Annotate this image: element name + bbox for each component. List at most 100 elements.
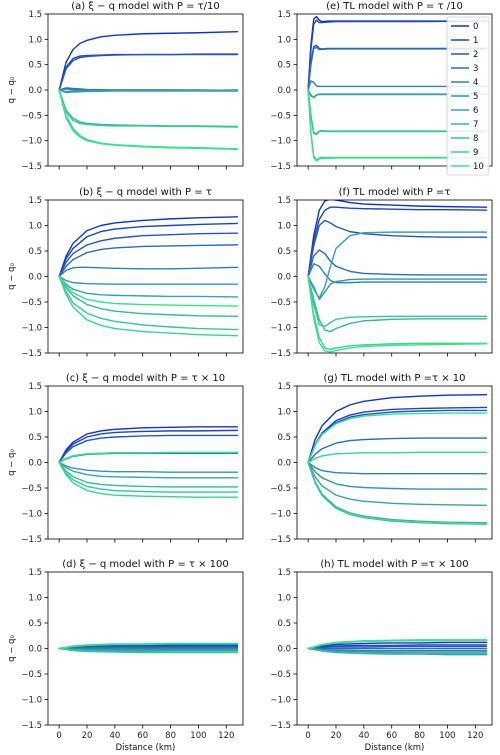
y-tick-label: 1.0 [28, 35, 42, 45]
legend-label-8: 8 [473, 134, 478, 144]
legend-label-6: 6 [473, 106, 478, 116]
series-line-9 [58, 275, 239, 337]
series-line-6 [307, 231, 488, 299]
x-tick-label: 120 [467, 731, 483, 741]
plot-frame [47, 385, 244, 540]
series-line-8 [307, 275, 488, 328]
series-line-4 [307, 461, 488, 475]
series-group [307, 15, 488, 162]
y-tick-label: 0.5 [28, 247, 42, 257]
series-line-6 [307, 461, 488, 507]
series-line-0 [307, 641, 488, 650]
x-tick-label: 0 [56, 731, 61, 741]
panel-f: (f) TL model with P =τ −1.5 −1.0 −0.5 0.0 0.5… [270, 187, 493, 359]
y-tick-label: 1.5 [277, 196, 291, 206]
series-line-3 [58, 244, 239, 278]
series-line-3 [307, 437, 488, 464]
y-tick-label: −1.5 [270, 721, 291, 731]
series-group [307, 393, 488, 525]
y-tick-label: 0.5 [28, 619, 42, 629]
legend-label-9: 9 [473, 148, 478, 158]
y-tick-label: 0.0 [28, 459, 42, 469]
legend: 0 1 2 3 4 5 6 7 8 9 10 [446, 16, 490, 176]
panel-c: (c) ξ − q model with P = τ × 10 −1.5 −1.0 −… [7, 373, 244, 545]
y-tick-label: 0.0 [277, 86, 291, 96]
y-tick-label: −1.5 [270, 349, 291, 359]
series-line-1 [58, 222, 239, 278]
legend-label-10: 10 [473, 162, 484, 172]
y-tick-label: 1.5 [28, 10, 42, 20]
y-tick-label: −1.0 [21, 510, 42, 520]
x-tick-label: 100 [190, 731, 206, 741]
x-tick-label: 40 [109, 731, 120, 741]
series-group [58, 216, 239, 337]
series-line-7 [307, 461, 488, 524]
series-line-9 [307, 275, 488, 351]
y-tick-label: −0.5 [270, 298, 291, 308]
x-tick-label: 0 [305, 731, 310, 741]
series-line-7 [58, 275, 239, 317]
series-line-1 [307, 206, 488, 278]
panel-g: (g) TL model with P =τ × 10 −1.5 −1.0 −0.5 0… [270, 373, 493, 545]
y-tick-label: −1.5 [21, 721, 42, 731]
legend-label-4: 4 [473, 78, 478, 88]
y-tick-label: 1.0 [277, 35, 291, 45]
y-tick-label: −1.0 [270, 510, 291, 520]
series-line-5 [307, 461, 488, 490]
series-group [307, 639, 488, 656]
y-tick-label: 1.0 [28, 408, 42, 418]
series-line-9 [307, 451, 488, 464]
y-tick-label: 1.5 [277, 568, 291, 578]
y-tick-label: 0.0 [277, 645, 291, 655]
y-tick-label: 0.5 [277, 247, 291, 257]
series-line-9 [58, 89, 239, 150]
series-group [307, 200, 488, 353]
series-line-8 [307, 89, 488, 136]
series-line-8 [58, 275, 239, 331]
y-tick-label: 1.5 [277, 382, 291, 392]
series-line-10 [307, 412, 488, 464]
y-tick-label: 1.0 [28, 222, 42, 232]
legend-label-0: 0 [473, 22, 478, 32]
y-tick-label: −0.5 [21, 111, 42, 121]
panel-h: (h) TL model with P =τ × 100 −1.5 −1.0 −0.5… [270, 559, 493, 753]
legend-label-2: 2 [473, 50, 478, 60]
series-line-10 [58, 89, 239, 150]
x-axis-label: Distance (km) [116, 743, 176, 753]
panel-e: (e) TL model with P = τ /10 −1.5 −1.0 −0.5 0… [270, 1, 493, 176]
x-tick-label: 60 [137, 731, 148, 741]
y-tick-label: −1.5 [21, 349, 42, 359]
panel-title: (a) ξ − q model with P = τ/10 [71, 1, 220, 12]
y-tick-label: 0.5 [28, 61, 42, 71]
series-line-10 [307, 89, 488, 162]
y-tick-label: 0.0 [28, 645, 42, 655]
series-line-0 [58, 216, 239, 278]
series-line-1 [58, 53, 239, 91]
y-tick-label: −1.5 [21, 535, 42, 545]
y-axis-label: q − q₀ [7, 635, 17, 662]
series-line-10 [58, 275, 239, 307]
series-line-0 [58, 31, 239, 91]
series-line-1 [307, 19, 488, 91]
series-line-2 [58, 53, 239, 91]
y-tick-label: 0.5 [28, 433, 42, 443]
y-tick-label: 1.0 [277, 408, 291, 418]
series-group [58, 426, 239, 498]
y-tick-label: 1.0 [28, 594, 42, 604]
series-line-0 [307, 393, 488, 464]
series-line-3 [307, 46, 488, 91]
series-line-4 [58, 266, 239, 278]
series-line-5 [58, 275, 239, 285]
series-line-5 [58, 461, 239, 473]
panel-title: (c) ξ − q model with P = τ × 10 [66, 373, 225, 384]
y-tick-label: 0.5 [277, 61, 291, 71]
series-line-9 [58, 461, 239, 498]
legend-label-5: 5 [473, 92, 478, 102]
y-tick-label: 1.5 [28, 382, 42, 392]
x-tick-label: 20 [82, 731, 93, 741]
series-line-6 [58, 89, 239, 94]
x-tick-label: 80 [165, 731, 176, 741]
series-line-5 [307, 275, 488, 301]
series-line-8 [58, 461, 239, 493]
y-tick-label: −1.0 [270, 137, 291, 147]
